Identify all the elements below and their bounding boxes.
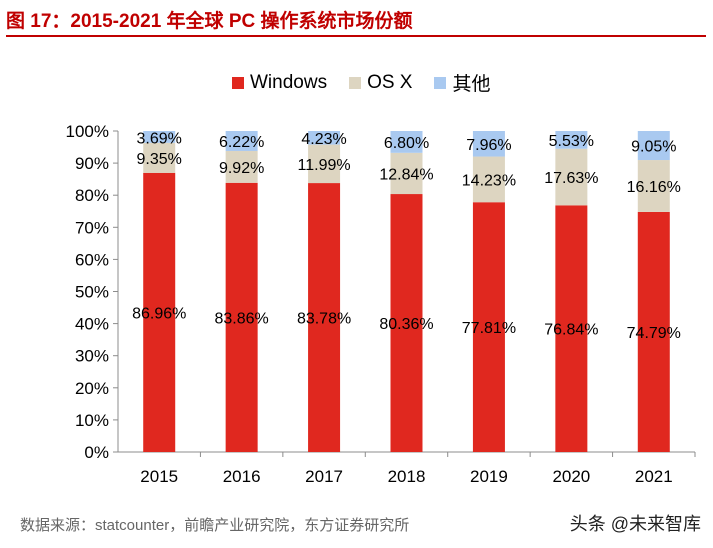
bar-other [225,131,258,151]
data-label-osx: 14.23% [462,172,516,189]
bar-osx [143,142,176,173]
title-divider [6,35,706,37]
bar-osx [308,144,341,184]
data-label-osx: 9.92% [219,160,264,177]
legend-item-other: 其他 [434,69,491,96]
bar-windows [472,202,505,452]
legend-label-windows: Windows [250,71,328,93]
data-label-osx: 16.16% [627,179,681,196]
x-tick-label: 2017 [305,467,343,486]
data-label-windows: 77.81% [462,320,516,337]
y-tick-label: 100% [66,122,109,141]
bar-windows [225,182,258,453]
data-label-windows: 83.86% [215,310,269,327]
y-tick-label: 40% [75,315,109,334]
legend-item-osx: OS X [349,69,412,96]
data-label-windows: 80.36% [379,316,433,333]
bar-other [308,131,341,145]
bar-osx [472,156,505,203]
bar-other [637,131,670,161]
data-label-other: 9.05% [631,139,676,156]
watermark: 头条 @未来智库 [569,514,701,534]
data-label-other: 7.96% [466,137,511,154]
data-label-other: 6.22% [219,134,264,151]
x-tick-label: 2019 [470,467,508,486]
legend-swatch-windows [232,76,244,89]
data-label-osx: 12.84% [379,166,433,183]
y-tick-label: 90% [75,154,109,173]
y-tick-label: 50% [75,283,109,302]
bar-osx [555,148,588,206]
bar-other [472,131,505,157]
data-label-windows: 74.79% [627,325,681,342]
x-tick-label: 2015 [140,467,178,486]
bar-osx [637,160,670,212]
bar-osx [390,152,423,195]
legend-label-other: 其他 [452,74,491,95]
bar-windows [308,183,341,452]
page-title: 图 17：2015-2021 年全球 PC 操作系统市场份额 [6,11,413,32]
legend-swatch-other [434,76,447,89]
data-label-windows: 76.84% [544,322,598,339]
legend-item-windows: Windows [232,69,327,96]
data-label-osx: 9.35% [137,151,182,168]
bar-windows [637,211,670,452]
bar-windows [555,205,588,452]
chart-legend: Windows OS X 其他 [232,69,491,96]
bar-other [390,131,423,153]
data-label-other: 5.53% [549,133,594,150]
y-tick-label: 70% [75,218,109,237]
legend-swatch-osx [349,76,362,89]
x-tick-label: 2016 [223,467,261,486]
y-tick-label: 10% [75,411,109,430]
bar-windows [143,172,176,452]
bar-other [555,131,588,149]
source-note: 数据来源：statcounter，前瞻产业研究院，东方证券研究所 [20,517,410,534]
data-label-other: 6.80% [384,135,429,152]
data-label-osx: 17.63% [544,170,598,187]
x-tick-label: 2021 [635,467,673,486]
data-label-windows: 86.96% [132,305,186,322]
data-label-other: 3.69% [137,130,182,147]
y-tick-label: 20% [75,379,109,398]
data-label-other: 4.23% [301,131,346,148]
bar-osx [225,150,258,183]
x-tick-label: 2018 [388,467,426,486]
bar-windows [390,194,423,452]
data-label-windows: 83.78% [297,311,351,328]
y-tick-label: 60% [75,250,109,269]
bar-other [143,131,176,143]
legend-label-osx: OS X [367,71,413,93]
x-tick-label: 2020 [552,467,590,486]
y-tick-label: 0% [84,443,109,462]
data-label-osx: 11.99% [298,157,351,174]
y-tick-label: 30% [75,347,109,366]
y-tick-label: 80% [75,186,109,205]
